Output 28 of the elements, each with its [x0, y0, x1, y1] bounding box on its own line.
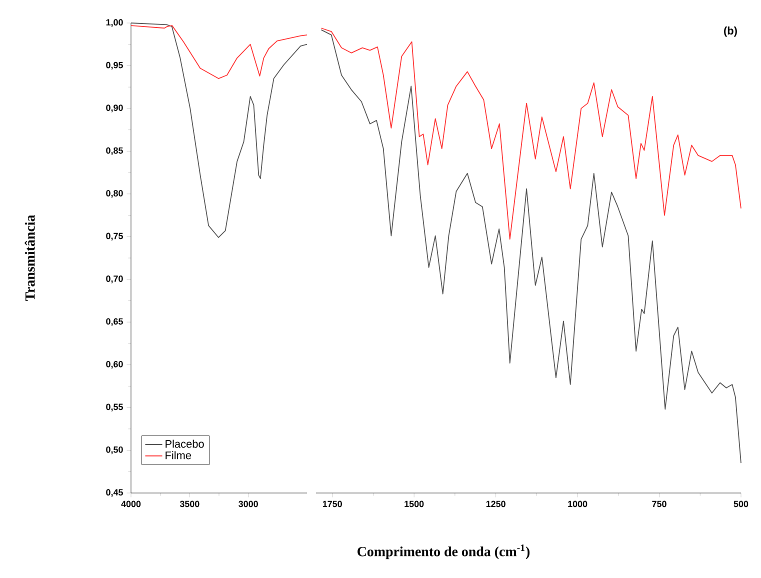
x-tick-label: 500 — [734, 500, 748, 508]
line-series — [130, 25, 308, 79]
y-tick-label: 0,80 — [106, 190, 123, 198]
y-tick-label: 0,65 — [106, 318, 123, 326]
y-tick-label: 0,85 — [106, 147, 123, 156]
x-tick-label: 750 — [652, 500, 666, 508]
legend-label: Placebo — [166, 440, 204, 448]
x-axis-title: Comprimento de onda (cm$^{-1}$) — [358, 544, 530, 560]
y-tick-label: 0,55 — [106, 404, 123, 412]
x-tick-label: 1000 — [568, 500, 588, 508]
y-tick-label: 0,90 — [106, 104, 123, 112]
y-tick-label: 0,60 — [106, 360, 123, 369]
y-tick-label: 0,50 — [106, 446, 123, 454]
x-tick-label: 1750 — [322, 500, 342, 508]
x-tick-label: 1250 — [486, 500, 506, 508]
y-tick-label: 0,75 — [106, 232, 123, 240]
x-tick-label: 3000 — [238, 500, 258, 508]
x-tick-label: 3500 — [180, 500, 200, 508]
y-tick-label: 0,45 — [106, 489, 123, 497]
y-tick-label: 0,70 — [106, 276, 123, 284]
y-tick-label: 0,95 — [106, 62, 123, 70]
x-tick-label: 1500 — [404, 500, 424, 508]
legend-label: Filme — [166, 451, 192, 460]
y-axis-title: Transmitância — [24, 214, 35, 302]
y-tick-label: 1,00 — [106, 19, 123, 27]
annotation: (b) — [724, 26, 737, 37]
line-series — [130, 22, 308, 238]
x-tick-label: 4000 — [121, 500, 141, 508]
